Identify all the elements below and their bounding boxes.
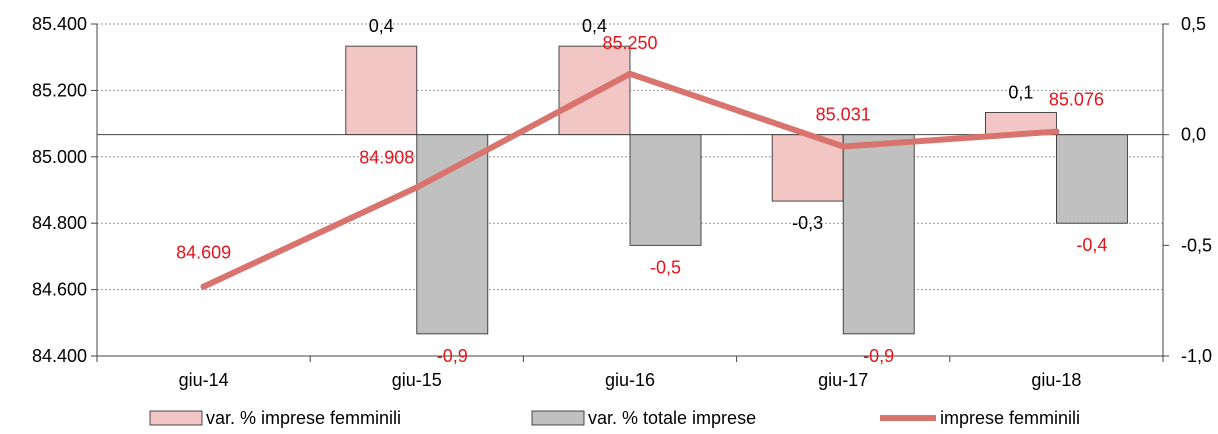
bar-totale-imprese [629,134,702,246]
y-tick-label: 84.600 [32,280,87,300]
data-label: 0,4 [582,16,607,36]
line-data-label: 84.908 [359,147,414,167]
line-point [627,70,633,77]
line-data-label: 85.250 [602,33,657,53]
y-tick-label: 85.400 [32,14,87,34]
line-data-label: 85.076 [1049,90,1104,110]
y-tick-label: 85.000 [32,147,87,167]
line-point [840,143,847,150]
y-tick-label: 84.400 [32,346,87,366]
data-labels: 0,4 0,4 -0,3 0,1 -0,9 -0,5 -0,9 -0,4 84.609 84.90… [176,16,1107,366]
line-layer [200,70,1060,290]
x-tick-label: giu-18 [1031,370,1081,390]
line-point [200,283,207,290]
x-tick-label: giu-15 [392,370,442,390]
legend-swatch [531,410,585,426]
legend-swatch [149,410,203,426]
data-label: -0,9 [437,346,468,366]
bar-totale-imprese [416,134,489,335]
bars-layer [345,45,1128,335]
data-label: -0,4 [1076,235,1107,255]
axes: 84.400 84.600 84.800 85.000 85.200 85.400 -1,0… [32,14,1212,390]
y-tick-label: 84.800 [32,213,87,233]
y2-tick-label: -0,5 [1181,235,1212,255]
y2-tick-label: -1,0 [1181,346,1212,366]
legend: var. % imprese femminili var. % totale im… [149,408,1080,428]
data-label: -0,9 [863,346,894,366]
data-label: 0,1 [1008,83,1033,103]
bar-totale-imprese [1056,134,1128,224]
legend-label: var. % totale imprese [588,408,756,428]
bar-totale-imprese [842,134,915,335]
x-tick-label: giu-17 [818,370,868,390]
bar-imprese-femminili [345,45,418,136]
x-tick-label: giu-14 [179,370,229,390]
line-data-label: 84.609 [176,243,231,263]
line-point [1053,128,1060,135]
y2-tick-label: 0,5 [1181,14,1206,34]
y2-tick-label: 0,0 [1181,125,1206,145]
y-tick-label: 85.200 [32,80,87,100]
x-tick-label: giu-16 [605,370,655,390]
data-label: 0,4 [369,16,394,36]
data-label: -0,5 [650,257,681,277]
line-point [413,184,420,191]
legend-label: imprese femminili [940,408,1080,428]
data-label: -0,3 [792,213,823,233]
line-data-label: 85.031 [816,105,871,125]
legend-label: var. % imprese femminili [206,408,401,428]
